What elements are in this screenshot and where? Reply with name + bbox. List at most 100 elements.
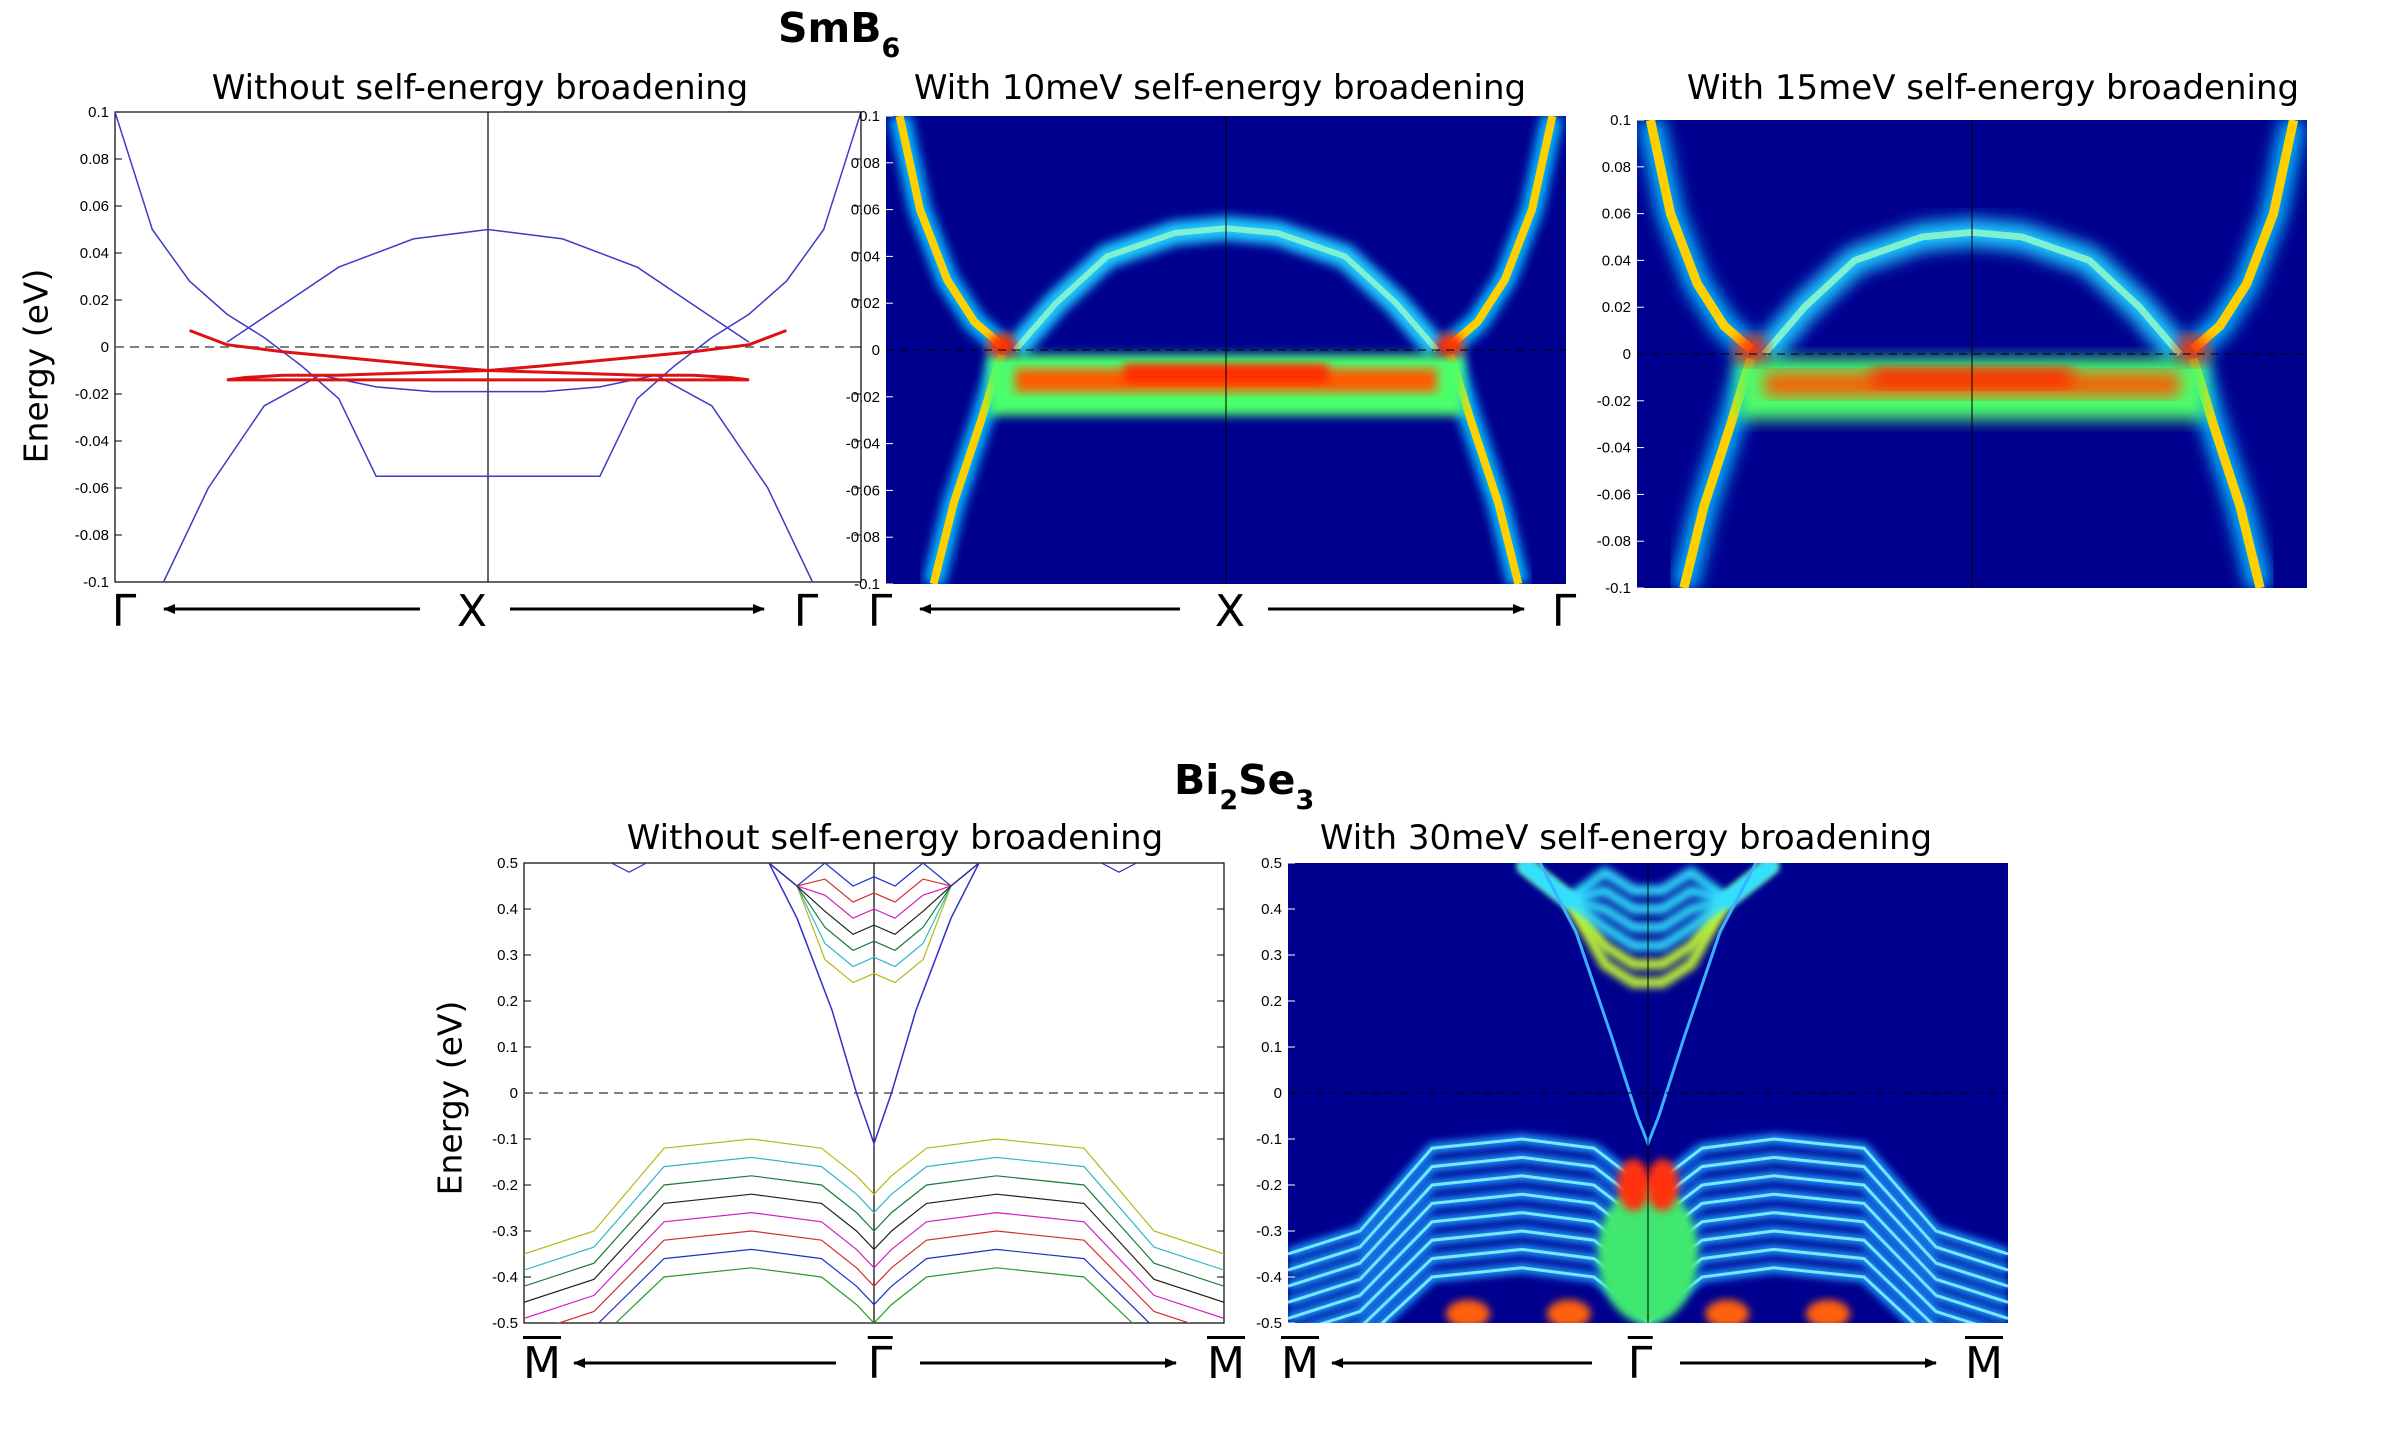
y-tick-label: 0.1 (1261, 1039, 1282, 1056)
y-tick-label: -0.5 (1256, 1315, 1282, 1332)
smb6-a-gamma-right: Γ (793, 586, 819, 637)
y-tick-label: 0.04 (851, 248, 880, 265)
y-tick-label: 0.1 (88, 104, 109, 121)
smb6-b-gamma-right: Γ (1551, 586, 1577, 637)
smb6-a-gamma-left: Γ (111, 586, 137, 637)
y-tick-label: 0.08 (80, 151, 109, 168)
hotspot (987, 333, 1016, 358)
y-tick-label: 0.2 (497, 993, 518, 1010)
y-tick-label: -0.5 (492, 1315, 518, 1332)
smb6-band-plot: 0.1 0.08 0.06 0.04 0.02 0 -0.02 -0.04 -0.06 -0.08… (75, 104, 862, 591)
conduction-subband (768, 863, 980, 952)
valence-subband (524, 1211, 1224, 1319)
bi-b-gamma: Γ (1627, 1336, 1653, 1389)
y-tick-label: 0.02 (1602, 299, 1631, 316)
conduction-subband (768, 863, 980, 887)
y-tick-label: 0.06 (1602, 206, 1631, 223)
smb6-10mev-heatmap: 0.1 0.08 0.06 0.04 0.02 0 -0.02 -0.04 -0.06 -0.08… (846, 108, 1566, 593)
hotspot (1646, 1159, 1679, 1211)
y-tick-label: 0.04 (1602, 252, 1631, 269)
y-tick-label: -0.06 (846, 482, 880, 499)
y-tick-label: 0 (1274, 1085, 1282, 1102)
band-core (2190, 120, 2299, 353)
y-tick-label: -0.02 (1597, 393, 1631, 410)
y-tick-label: 0.3 (497, 947, 518, 964)
y-tick-label: -0.4 (1256, 1269, 1282, 1286)
y-tick-label: 0 (101, 339, 109, 356)
y-tick-label: -0.1 (1605, 580, 1631, 597)
m-bump (611, 863, 647, 873)
y-tick-label: 0 (872, 342, 880, 359)
y-tick-label: -0.04 (846, 436, 880, 453)
band-core (1645, 120, 1754, 353)
smb6-a-title: Without self-energy broadening (211, 68, 749, 108)
y-tick-label: -0.2 (1256, 1177, 1282, 1194)
y-tick-label: -0.02 (846, 389, 880, 406)
y-tick-label: -0.02 (75, 386, 109, 403)
valence-subband (597, 1248, 1151, 1323)
y-tick-label: -0.06 (75, 480, 109, 497)
bi-a-title: Without self-energy broadening (626, 818, 1164, 858)
bi2se3-title-sub3: 3 (1295, 785, 1315, 817)
y-tick-label: 0.1 (859, 108, 880, 125)
y-tick-label: 0.4 (497, 901, 518, 918)
y-tick-label: -0.08 (846, 529, 880, 546)
y-tick-label: 0.04 (80, 245, 109, 262)
y-tick-label: 0.1 (497, 1039, 518, 1056)
smb6-b-gamma-left: Γ (867, 586, 893, 637)
y-tick-label: -0.08 (1597, 533, 1631, 550)
m-bump (1101, 863, 1137, 873)
valence-subband (614, 1267, 1134, 1323)
hotspot (1734, 335, 1767, 364)
hotspot (1546, 1299, 1591, 1323)
band-core (1447, 116, 1557, 349)
hotspot (1436, 333, 1465, 358)
bi2se3-section-title: Bi2Se3 (1174, 756, 1314, 816)
y-tick-label: 0.4 (1261, 901, 1282, 918)
y-tick-label: -0.1 (83, 574, 109, 591)
bi2se3-title-sub2: 2 (1219, 785, 1239, 817)
conduction-subband (768, 863, 980, 919)
bi2se3-title-se: Se (1238, 756, 1296, 804)
y-tick-label: 0.08 (1602, 159, 1631, 176)
y-tick-label: -0.3 (492, 1223, 518, 1240)
y-tick-label: 0.3 (1261, 947, 1282, 964)
y-tick-label: -0.1 (854, 576, 880, 593)
bi2se3-title-bi: Bi (1174, 756, 1220, 804)
hotspot (1446, 1299, 1490, 1323)
bi-a-gamma: Γ (867, 1336, 893, 1389)
y-tick-label: -0.06 (1597, 486, 1631, 503)
y-tick-label: -0.08 (75, 527, 109, 544)
hotspot (2177, 335, 2210, 364)
y-tick-label: -0.3 (1256, 1223, 1282, 1240)
valence-subband (524, 1156, 1224, 1271)
y-tick-label: -0.4 (492, 1269, 518, 1286)
bi-a-m-left: M (523, 1336, 561, 1389)
valence-subband (524, 1175, 1224, 1287)
band-surface-state-2 (226, 369, 750, 382)
y-tick-label: 0.5 (1261, 855, 1282, 872)
y-tick-label: 0.02 (80, 292, 109, 309)
smb6-b-x: X (1214, 586, 1246, 637)
y-tick-label: 0.06 (851, 202, 880, 219)
y-tick-label: 0 (1623, 346, 1631, 363)
valence-subband (1380, 1266, 1916, 1323)
smb6-b-title: With 10meV self-energy broadening (913, 68, 1527, 108)
smb6-title-sub: 6 (881, 33, 901, 65)
band-core (895, 116, 1005, 349)
bi-a-m-right: M (1207, 1336, 1245, 1389)
smb6-c-title: With 15meV self-energy broadening (1686, 68, 2300, 108)
y-tick-label: -0.04 (75, 433, 109, 450)
conduction-subband (768, 863, 980, 935)
bi2se3-band-plot: 0.5 0.4 0.3 0.2 0.1 0 -0.1 -0.2 -0.3 -0.4 -0.5 (492, 855, 1225, 1332)
y-tick-label: -0.1 (492, 1131, 518, 1148)
band-valence-band (162, 374, 814, 583)
conduction-subband (768, 863, 980, 984)
y-tick-label: 0.06 (80, 198, 109, 215)
conduction-subband (768, 863, 980, 903)
y-tick-label: -0.1 (1256, 1131, 1282, 1148)
conduction-subband (768, 863, 980, 968)
y-tick-label: -0.2 (492, 1177, 518, 1194)
band-lines (524, 863, 1224, 1323)
